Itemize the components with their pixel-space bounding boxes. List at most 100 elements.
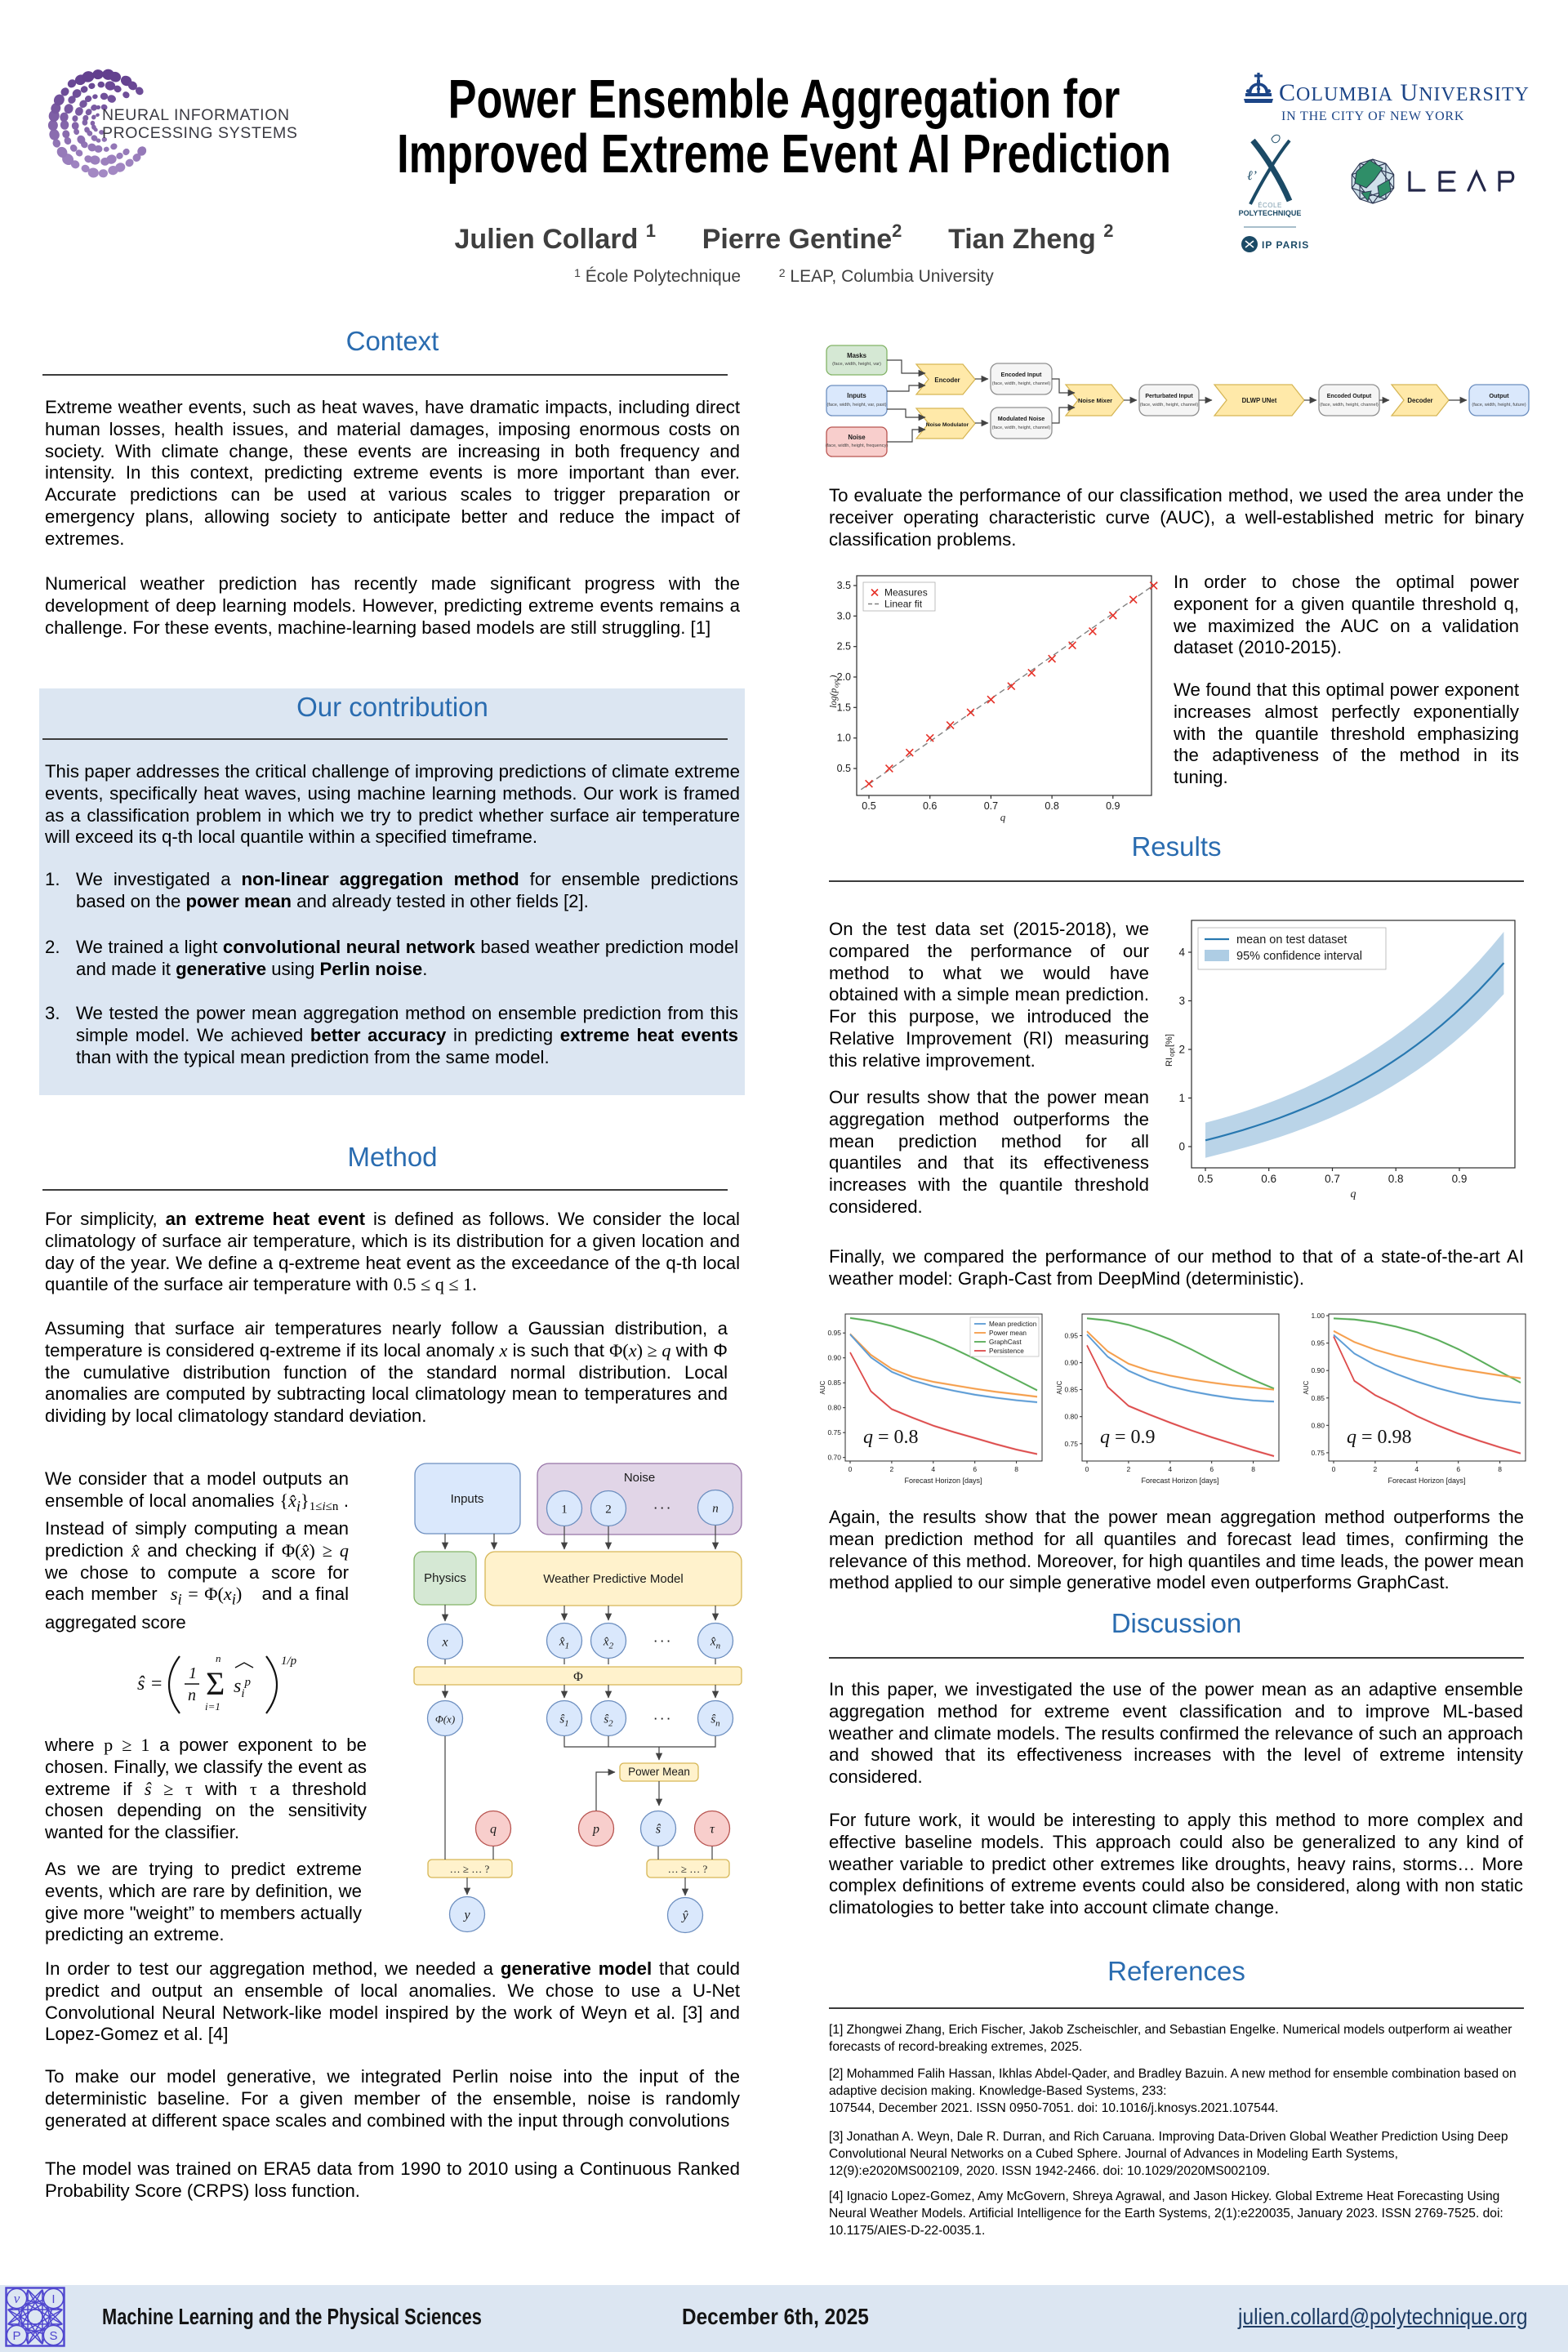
svg-text:6: 6 [1209,1465,1214,1473]
svg-text:POLYTECHNIQUE: POLYTECHNIQUE [1239,209,1302,217]
svg-text:x: x [441,1636,448,1650]
svg-text:IP PARIS: IP PARIS [1262,239,1309,251]
svg-text:Decoder: Decoder [1407,397,1432,404]
svg-text:IN THE CITY OF NEW YORK: IN THE CITY OF NEW YORK [1281,109,1464,123]
svg-text:0.85: 0.85 [827,1379,841,1387]
svg-text:0.75: 0.75 [1064,1440,1078,1448]
svg-text:Output: Output [1489,392,1509,399]
svg-text:0.6: 0.6 [1261,1173,1276,1185]
svg-text:0.5: 0.5 [837,763,851,774]
svg-text:· · ·: · · · [654,1713,670,1725]
svg-text:1.0: 1.0 [837,733,851,744]
svg-text:2: 2 [1127,1465,1131,1473]
svg-text:Power mean: Power mean [989,1330,1027,1337]
svg-text:0.90: 0.90 [1064,1359,1078,1367]
svg-text:0.8: 0.8 [1388,1173,1404,1185]
svg-text:1: 1 [189,1664,197,1682]
svg-text:ŷ: ŷ [680,1909,688,1923]
svg-text:0: 0 [1178,1141,1185,1153]
svg-text:· · ·: · · · [654,1502,670,1514]
svg-text:Power Mean: Power Mean [628,1766,690,1778]
svg-text:0.6: 0.6 [923,800,937,812]
svg-text:0.85: 0.85 [1064,1386,1078,1394]
svg-text:0: 0 [1085,1465,1089,1473]
svg-text:opt: opt [1169,1047,1176,1057]
svg-text:Linear fit: Linear fit [884,599,923,610]
svg-text:y: y [462,1909,470,1922]
svg-text:1.00: 1.00 [1311,1312,1325,1320]
svg-text:ℓ’: ℓ’ [1247,169,1257,183]
svg-text:(face, width, height, var, pas: (face, width, height, var, past) [826,403,886,408]
svg-text:0.90: 0.90 [1311,1366,1325,1374]
svg-text:0.90: 0.90 [827,1354,841,1362]
svg-text:Encoded Input: Encoded Input [1001,371,1043,378]
svg-text:8: 8 [1014,1465,1018,1473]
svg-text:n: n [216,1652,221,1664]
svg-text:PROCESSING SYSTEMS: PROCESSING SYSTEMS [102,124,297,142]
svg-text:(face, width, height, channel): (face, width, height, channel) [992,381,1051,386]
svg-text:ŝn: ŝn [710,1713,720,1729]
svg-text:Forecast Horizon [days]: Forecast Horizon [days] [1388,1477,1465,1485]
svg-text:0.80: 0.80 [1064,1413,1078,1421]
svg-text:q = 0.9: q = 0.9 [1100,1427,1156,1448]
svg-text:Forecast Horizon [days]: Forecast Horizon [days] [1141,1477,1218,1485]
svg-text:0.9: 0.9 [1106,800,1120,812]
svg-text:Φ: Φ [573,1670,583,1684]
svg-text:2: 2 [1374,1465,1378,1473]
svg-text:1/p: 1/p [281,1655,297,1668]
svg-text:Persistence: Persistence [989,1348,1024,1355]
svg-text:AUC: AUC [1303,1380,1310,1394]
svg-text:0.95: 0.95 [1311,1339,1325,1348]
svg-text:n: n [188,1686,196,1704]
svg-text:Noise Mixer: Noise Mixer [1078,397,1112,404]
svg-text:Σ: Σ [206,1665,225,1702]
svg-text:log(p: log(p [829,688,839,708]
svg-text:0.75: 0.75 [827,1428,841,1437]
svg-text:Encoder: Encoder [934,376,960,384]
svg-text:Mean prediction: Mean prediction [989,1321,1037,1328]
svg-text:ÉCOLE: ÉCOLE [1258,202,1282,209]
svg-text:Physics: Physics [424,1571,466,1585]
svg-text:i=1: i=1 [205,1700,220,1713]
svg-text:0.80: 0.80 [1311,1421,1325,1429]
svg-text:ŝ2: ŝ2 [604,1713,613,1729]
svg-text:2.5: 2.5 [837,641,851,653]
svg-text:0.75: 0.75 [1311,1449,1325,1457]
svg-text:0.85: 0.85 [1311,1394,1325,1402]
svg-text:(face, width, height, frequenc: (face, width, height, frequency) [826,443,889,448]
svg-text:0.5: 0.5 [1198,1173,1214,1185]
svg-text:1.5: 1.5 [837,702,851,713]
svg-text:(face, width, height, channel): (face, width, height, channel) [992,425,1051,430]
svg-text:1: 1 [561,1503,568,1517]
svg-text:AUC: AUC [819,1380,826,1394]
svg-text:0.7: 0.7 [1325,1173,1340,1185]
svg-text:mean on test dataset: mean on test dataset [1236,933,1347,947]
svg-text:3.0: 3.0 [837,610,851,621]
svg-text:sip: sip [234,1676,252,1700]
svg-text:ν: ν [14,2291,20,2306]
svg-text:q: q [1351,1188,1356,1200]
svg-text:2: 2 [1178,1044,1185,1056]
svg-text:0: 0 [849,1465,853,1473]
svg-text:8: 8 [1498,1465,1502,1473]
svg-text:6: 6 [1456,1465,1460,1473]
svg-text:3.5: 3.5 [837,580,851,591]
svg-text:n: n [712,1503,719,1516]
svg-text:P: P [12,2329,20,2343]
svg-text:6: 6 [973,1465,977,1473]
svg-text:ŝ =: ŝ = [137,1673,163,1695]
svg-text:I: I [51,2292,55,2306]
svg-text:… ≥ … ?: … ≥ … ? [668,1863,708,1875]
svg-text:GraphCast: GraphCast [989,1339,1022,1346]
svg-text:Weather Predictive Model: Weather Predictive Model [543,1572,683,1586]
svg-text:q = 0.98: q = 0.98 [1347,1427,1412,1448]
svg-text:q = 0.8: q = 0.8 [863,1427,919,1448]
svg-text:2.0: 2.0 [837,671,851,683]
svg-text:Measures: Measures [884,587,928,599]
svg-text:COLUMBIA UNIVERSITY: COLUMBIA UNIVERSITY [1279,79,1530,106]
svg-text:): ) [829,675,839,679]
svg-text:τ: τ [710,1823,715,1837]
svg-text:(face, width, height, future): (face, width, height, future) [1472,403,1526,408]
svg-text:Noise: Noise [624,1471,655,1485]
svg-text:Masks: Masks [847,352,867,359]
